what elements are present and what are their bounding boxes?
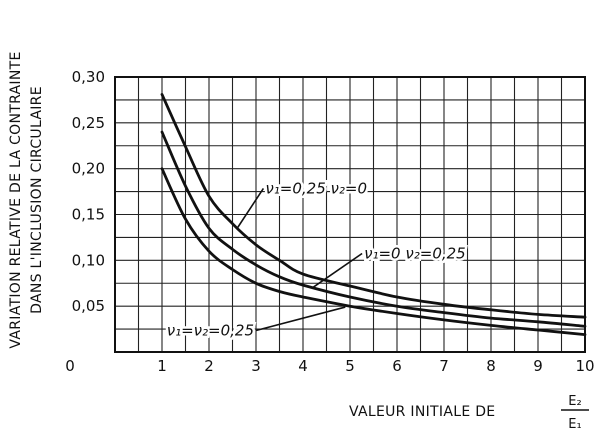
x-tick-label: 9 (533, 357, 543, 375)
series-label-leader-1 (236, 187, 265, 229)
y-axis-label-line-1: VARIATION RELATIVE DE LA CONTRAINTE (8, 51, 24, 348)
y-tick-label: 0,20 (72, 160, 105, 178)
x-tick-label: 5 (345, 357, 355, 375)
y-tick-label: 0,05 (72, 297, 105, 315)
x-axis-label-denominator: E₁ (568, 417, 581, 432)
y-tick-label: 0,10 (72, 251, 105, 269)
y-axis-label-line-2: DANS L'INCLUSION CIRCULAIRE (29, 86, 45, 314)
y-tick-label: 0,25 (72, 114, 105, 132)
x-tick-label: 6 (392, 357, 402, 375)
curves (160, 93, 587, 336)
grid (114, 76, 586, 353)
series-label-3: ν₁=ν₂=0,25 (167, 322, 254, 340)
series-label-leader-2 (311, 252, 363, 289)
annotation-leaders: ν₁=0,25 ν₂=0 ν₁=0 ν₂=0,25 ν₁=ν₂=0,25 (164, 177, 468, 342)
series-line-2 (160, 130, 587, 328)
x-tick-label: 8 (486, 357, 496, 375)
x-tick-label: 2 (204, 357, 214, 375)
series-line-3 (160, 167, 587, 336)
series-line-1 (160, 93, 587, 319)
series-label-1: ν₁=0,25 ν₂=0 (265, 179, 367, 197)
x-tick-label: 3 (251, 357, 261, 375)
x-tick-label: 4 (298, 357, 308, 375)
y-tick-label: 0,15 (72, 206, 105, 224)
origin-label: 0 (65, 357, 75, 375)
x-tick-label: 7 (439, 357, 449, 375)
x-tick-label: 1 (157, 357, 167, 375)
x-tick-label: 10 (575, 357, 594, 375)
x-axis-label-numerator: E₂ (568, 394, 581, 409)
series-label-2: ν₁=0 ν₂=0,25 (364, 245, 466, 263)
tick-labels: 1 2 3 4 5 6 7 8 9 10 0,05 0,10 0,15 0,20 0,25 0,30 (72, 68, 595, 375)
plot-frame (114, 76, 586, 353)
series-label-leader-3 (255, 306, 346, 332)
y-tick-label: 0,30 (72, 68, 105, 86)
x-axis-label: VALEUR INITIALE DE (349, 404, 495, 420)
